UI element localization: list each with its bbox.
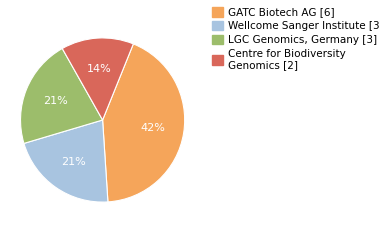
Wedge shape <box>62 38 133 120</box>
Wedge shape <box>24 120 108 202</box>
Text: 21%: 21% <box>61 157 86 167</box>
Wedge shape <box>103 44 185 202</box>
Text: 42%: 42% <box>140 123 165 133</box>
Legend: GATC Biotech AG [6], Wellcome Sanger Institute [3], LGC Genomics, Germany [3], C: GATC Biotech AG [6], Wellcome Sanger Ins… <box>211 5 380 73</box>
Text: 14%: 14% <box>87 64 112 74</box>
Wedge shape <box>21 48 103 144</box>
Text: 21%: 21% <box>43 96 68 106</box>
